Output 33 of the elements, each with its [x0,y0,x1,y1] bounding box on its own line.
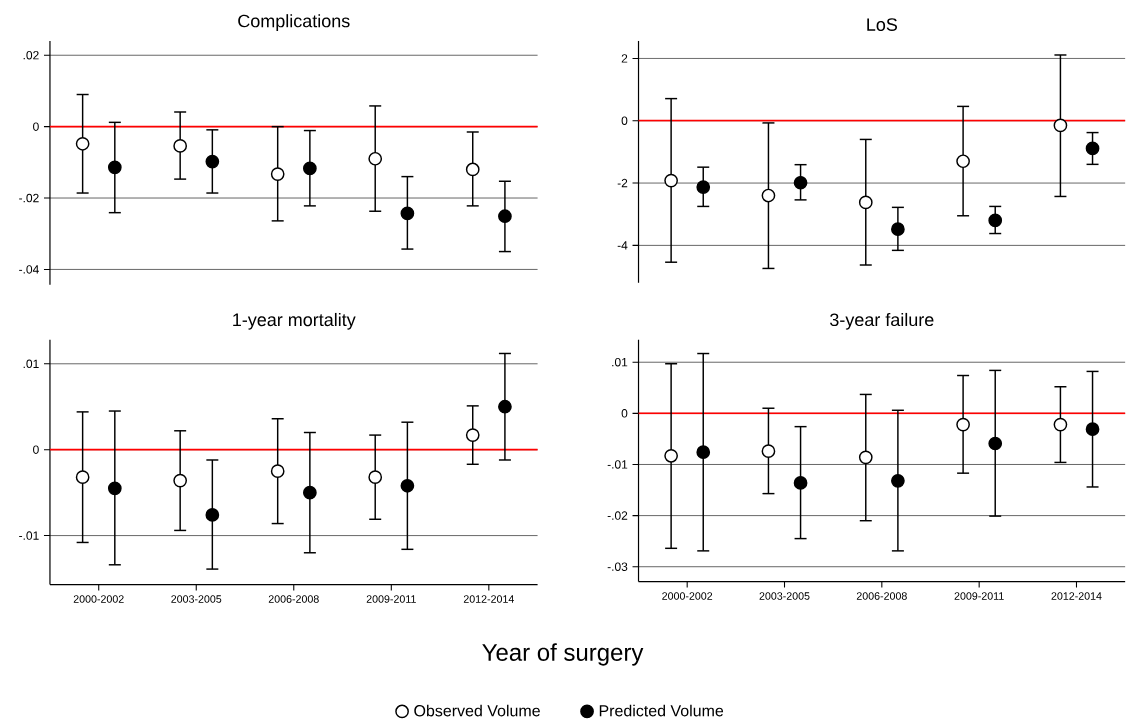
y-tick-label: -2 [617,178,628,188]
x-tick-label: 2006-2008 [268,595,319,603]
x-tick-label: 2000-2002 [662,592,713,600]
y-tick-label: -.01 [19,531,39,540]
y-tick-label: .01 [23,359,39,368]
x-tick-label: 2000-2002 [73,595,124,603]
y-tick-label: 0 [621,408,628,418]
y-tick-label: .01 [612,357,628,367]
y-tick-label: -.03 [607,562,628,571]
chart-title: LoS [867,17,898,31]
x-tick-label: 2003-2005 [759,592,810,600]
chart-title: 3-year failure [830,312,934,330]
x-tick-label: 2009-2011 [954,592,1004,600]
legend-label: Observed Volume [414,704,540,717]
y-tick-label: -.04 [19,264,39,274]
y-tick-label: -4 [617,241,628,250]
x-axis-title: Year of surgery [482,643,644,666]
x-tick-label: 2009-2011 [366,595,416,603]
y-tick-label: 0 [33,445,39,454]
legend-label: Predicted Volume [599,704,724,717]
y-tick-label: 2 [621,54,628,63]
x-tick-label: 2012-2014 [1051,592,1102,600]
y-tick-label: 0 [621,116,628,125]
y-tick-label: -.01 [607,460,628,469]
chart-title: 1-year mortality [233,312,356,330]
x-tick-label: 2006-2008 [856,592,907,600]
y-tick-label: .02 [23,50,39,60]
y-tick-label: -.02 [19,193,39,203]
x-tick-label: 2012-2014 [463,595,514,603]
y-tick-label: -.02 [607,511,628,520]
x-tick-label: 2003-2005 [171,595,222,603]
chart-title: Complications [238,13,350,31]
y-tick-label: 0 [33,122,39,131]
